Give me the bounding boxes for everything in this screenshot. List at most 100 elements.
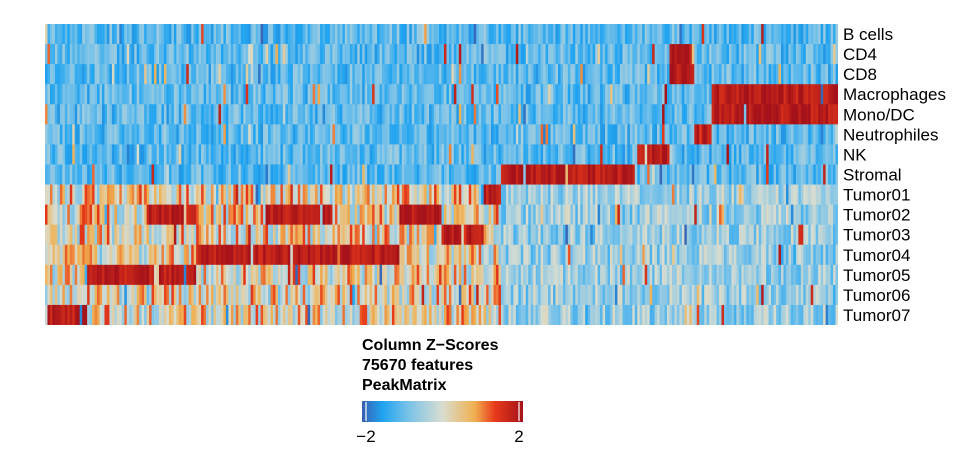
heatmap-cell	[409, 124, 413, 145]
heatmap-cell	[225, 24, 229, 45]
heatmap-cell	[562, 144, 567, 165]
heatmap-cell	[285, 84, 289, 105]
heatmap-cell	[151, 64, 155, 85]
heatmap-cell	[505, 204, 510, 226]
heatmap-cell	[414, 64, 418, 85]
heatmap-cell	[761, 164, 765, 185]
heatmap-cell	[230, 284, 234, 306]
heatmap-cell	[704, 284, 708, 306]
heatmap-cell	[342, 24, 346, 45]
heatmap-cell	[354, 24, 358, 45]
heatmap-cell	[290, 164, 294, 185]
heatmap-cell	[434, 304, 438, 325]
heatmap-cell	[203, 244, 207, 266]
heatmap-cell	[109, 264, 113, 286]
heatmap-cell	[439, 184, 443, 205]
heatmap-cell	[421, 244, 425, 266]
heatmap-cell	[649, 164, 653, 185]
heatmap-cell	[763, 24, 767, 45]
heatmap-cell	[329, 244, 334, 266]
heatmap-cell	[627, 84, 631, 105]
heatmap-cell	[223, 284, 227, 306]
heatmap-cell	[434, 24, 438, 45]
heatmap-cell	[669, 304, 673, 325]
heatmap-cell	[681, 204, 685, 226]
heatmap-cell	[553, 284, 557, 306]
heatmap-cell	[367, 124, 371, 145]
heatmap-cell	[518, 84, 522, 105]
heatmap-cell	[359, 204, 363, 226]
heatmap-cell	[342, 304, 346, 325]
heatmap-cell	[277, 24, 282, 45]
heatmap-cell	[334, 144, 339, 165]
heatmap-cell	[562, 184, 567, 205]
heatmap-cell	[106, 64, 111, 85]
heatmap-cell	[647, 44, 651, 65]
heatmap-cell	[126, 64, 130, 85]
heatmap-cell	[126, 104, 130, 125]
heatmap-cell	[741, 224, 745, 246]
heatmap-cell	[496, 104, 500, 125]
heatmap-cell	[612, 24, 616, 45]
heatmap-cell	[250, 104, 254, 125]
heatmap-cell	[513, 204, 517, 226]
heatmap-cell	[815, 304, 819, 325]
heatmap-cell	[773, 24, 777, 45]
heatmap-cell	[253, 144, 257, 165]
heatmap-cell	[627, 24, 631, 45]
heatmap-cell	[503, 44, 507, 65]
heatmap-cell	[704, 204, 708, 226]
heatmap-cell	[329, 284, 334, 306]
heatmap-cell	[543, 244, 547, 266]
heatmap-cell	[567, 244, 571, 266]
heatmap-cell	[642, 164, 646, 185]
heatmap-cell	[186, 304, 190, 325]
heatmap-cell	[434, 244, 438, 266]
heatmap-cell	[99, 44, 103, 65]
heatmap-cell	[272, 44, 277, 65]
heatmap-cell	[320, 84, 324, 105]
heatmap-cell	[443, 124, 448, 145]
heatmap-cell	[486, 264, 490, 286]
heatmap-cell	[292, 44, 296, 65]
heatmap-cell	[62, 144, 66, 165]
heatmap-cell	[500, 124, 505, 145]
heatmap-cell	[709, 224, 713, 246]
heatmap-cell	[352, 124, 356, 145]
heatmap-cell	[592, 184, 596, 205]
heatmap-cell	[297, 144, 301, 165]
heatmap-cell	[523, 84, 527, 105]
heatmap-cell	[191, 204, 195, 226]
heatmap-cell	[394, 224, 398, 246]
heatmap-cell	[761, 204, 765, 226]
heatmap-cell	[545, 104, 549, 125]
heatmap-cell	[624, 164, 628, 185]
heatmap-cell	[612, 184, 616, 205]
heatmap-cell	[183, 64, 187, 85]
row-label: Tumor04	[843, 246, 910, 265]
heatmap-cell	[458, 144, 462, 165]
heatmap-cell	[325, 164, 329, 185]
heatmap-cell	[198, 64, 202, 85]
heatmap-cell	[225, 84, 229, 105]
heatmap-cell	[357, 64, 361, 85]
heatmap-cell	[406, 84, 410, 105]
heatmap-cell	[602, 284, 606, 306]
heatmap-cell	[577, 284, 581, 306]
heatmap-cell	[694, 64, 698, 85]
heatmap-cell	[644, 64, 648, 85]
heatmap-cell	[627, 124, 631, 145]
heatmap-cell	[158, 64, 163, 85]
heatmap-cell	[833, 224, 837, 246]
heatmap-cell	[134, 184, 138, 205]
heatmap-cell	[810, 304, 814, 325]
heatmap-cell	[530, 104, 534, 125]
heatmap-cell	[627, 184, 631, 205]
heatmap-cell	[592, 104, 596, 125]
heatmap-cell	[468, 124, 472, 145]
heatmap-cell	[260, 44, 264, 65]
heatmap-cell	[79, 264, 83, 286]
heatmap-cell	[518, 64, 522, 85]
heatmap-cell	[436, 184, 440, 205]
heatmap-cell	[629, 304, 633, 325]
